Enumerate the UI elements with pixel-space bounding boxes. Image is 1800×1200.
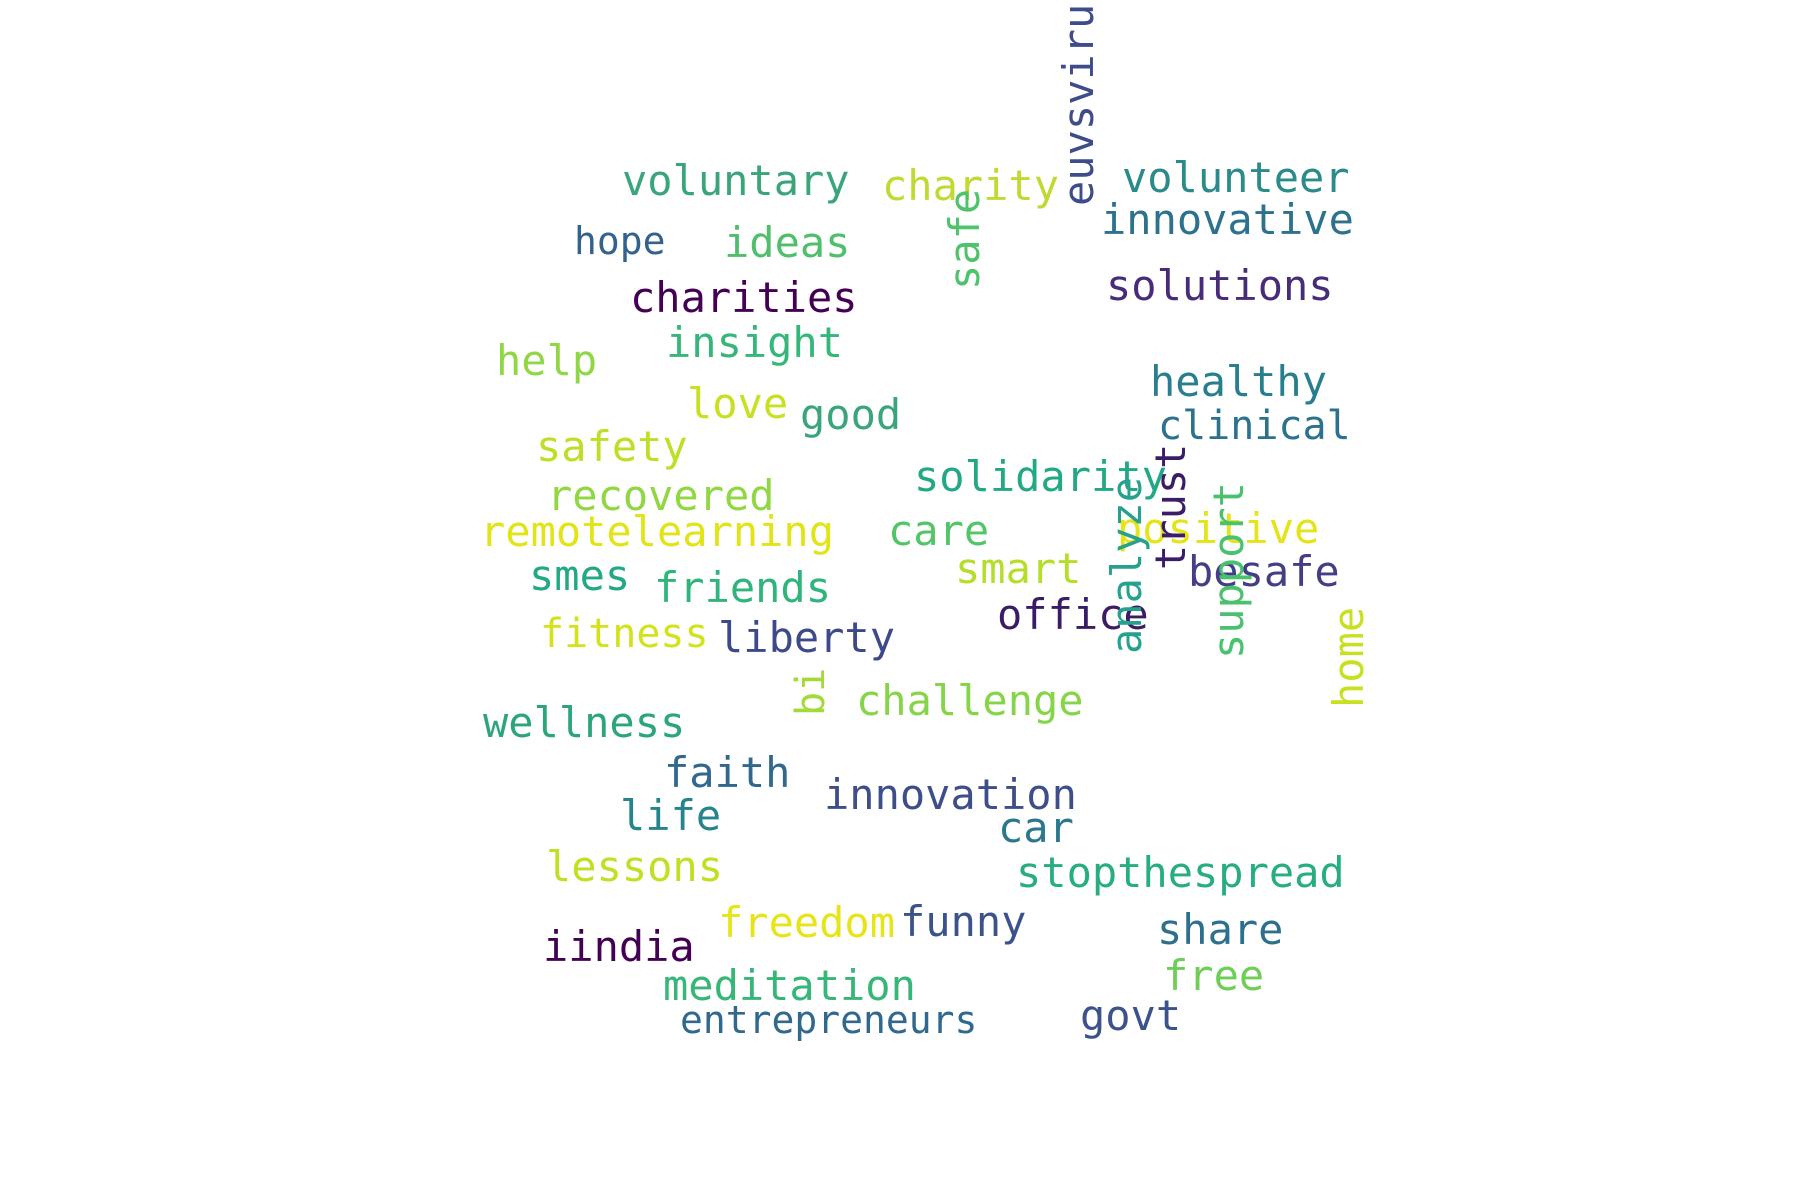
word-office: office [997, 590, 1149, 639]
word-support: support [1204, 481, 1253, 659]
word-recovered: recovered [547, 471, 775, 520]
word-freedom: freedom [718, 898, 896, 947]
word-safe: safe [940, 188, 989, 290]
word-help: help [496, 336, 598, 385]
word-wellness: wellness [483, 698, 686, 747]
word-govt: govt [1080, 991, 1182, 1040]
word-solidarity: solidarity [914, 452, 1167, 501]
word-good: good [800, 390, 902, 439]
word-bi: bi [788, 667, 834, 716]
word-innovative: innovative [1101, 195, 1354, 244]
word-innovation: innovation [824, 770, 1077, 819]
word-clinical: clinical [1158, 403, 1351, 449]
word-fitness: fitness [540, 611, 709, 657]
word-love: love [687, 379, 789, 428]
word-charities: charities [630, 273, 858, 322]
word-car: car [998, 803, 1074, 852]
word-entrepreneurs: entrepreneurs [680, 998, 978, 1042]
word-besafe: besafe [1188, 547, 1340, 596]
word-volunteer: volunteer [1122, 153, 1350, 202]
word-insight: insight [666, 318, 844, 367]
word-hope: hope [574, 219, 666, 263]
word-ideas: ideas [724, 218, 851, 267]
word-solutions: solutions [1106, 261, 1334, 310]
word-home: home [1324, 606, 1373, 708]
word-meditation: meditation [663, 961, 916, 1010]
word-positive: positive [1117, 504, 1320, 553]
word-euvsvirus: euvsvirus [1054, 0, 1103, 206]
word-stopthespread: stopthespread [1016, 848, 1345, 897]
word-funny: funny [900, 897, 1027, 946]
word-charity: charity [882, 161, 1060, 210]
word-challenge: challenge [856, 676, 1084, 725]
word-lessons: lessons [546, 842, 724, 891]
word-healthy: healthy [1150, 357, 1328, 406]
word-analyze: analyze [1102, 476, 1151, 654]
word-trust: trust [1146, 443, 1195, 570]
word-care: care [888, 506, 990, 555]
word-voluntary: voluntary [622, 156, 850, 205]
word-safety: safety [536, 422, 688, 471]
word-life: life [620, 791, 722, 840]
word-free: free [1163, 951, 1265, 1000]
word-friends: friends [654, 563, 832, 612]
word-smes: smes [529, 551, 631, 600]
word-iindia: iindia [543, 922, 695, 971]
word-share: share [1157, 905, 1284, 954]
word-liberty: liberty [718, 613, 896, 662]
word-remotelearning: remotelearning [480, 507, 835, 556]
word-smart: smart [955, 544, 1082, 593]
word-faith: faith [664, 748, 791, 797]
